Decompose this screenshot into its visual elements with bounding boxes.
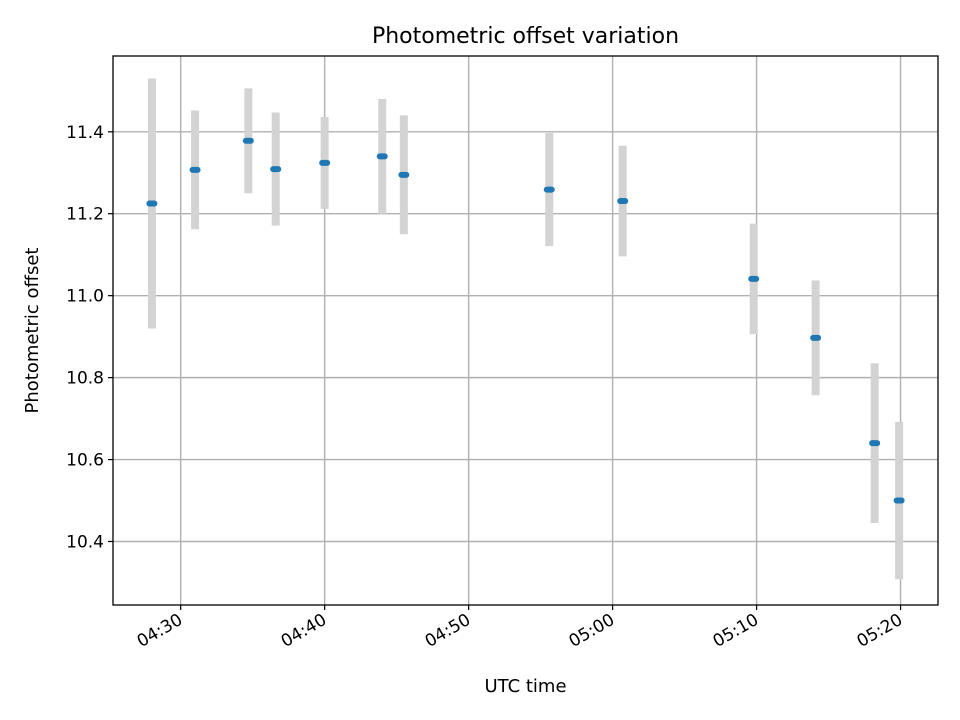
x-tick-label-1: 04:40: [278, 610, 330, 652]
plot-frame: [112, 55, 939, 606]
data-point-6: [398, 171, 410, 178]
data-point-5: [376, 153, 388, 160]
data-point-1: [189, 166, 201, 173]
x-axis-label: UTC time: [484, 676, 566, 697]
y-tick-label-5: 11.4: [66, 123, 104, 143]
y-tick-label-0: 10.4: [66, 532, 104, 552]
y-tick-label-1: 10.6: [66, 451, 104, 471]
data-point-10: [810, 334, 822, 341]
chart-title: Photometric offset variation: [372, 24, 679, 49]
data-point-3: [270, 166, 282, 173]
data-point-7: [543, 186, 555, 193]
errorbar-layer: [147, 78, 904, 580]
data-point-8: [617, 198, 629, 205]
data-point-12: [893, 497, 905, 504]
y-tick-label-2: 10.8: [66, 369, 104, 389]
data-point-11: [869, 440, 881, 447]
y-tick-label-4: 11.2: [66, 205, 104, 225]
x-tick-label-0: 04:30: [134, 610, 186, 652]
x-tick-label-2: 04:50: [422, 610, 474, 652]
data-point-2: [242, 137, 254, 144]
data-point-9: [748, 275, 760, 282]
y-axis-label: Photometric offset: [22, 248, 43, 414]
data-point-0: [146, 200, 158, 207]
y-tick-label-3: 11.0: [66, 287, 104, 307]
x-tick-label-4: 05:10: [710, 610, 762, 652]
x-tick-label-5: 05:20: [854, 610, 906, 652]
x-tick-label-3: 05:00: [566, 610, 618, 652]
point-layer: [146, 137, 905, 504]
data-point-4: [319, 159, 331, 166]
